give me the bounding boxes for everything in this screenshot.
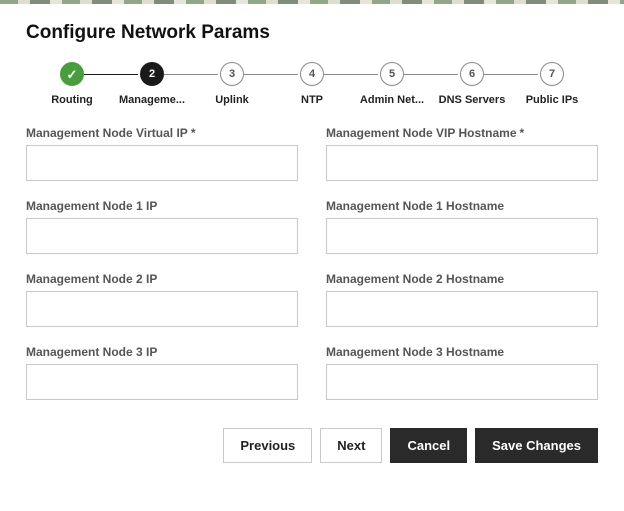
field-input-6[interactable] (26, 364, 298, 400)
step-connector (164, 74, 218, 75)
field-6: Management Node 3 IP (26, 345, 298, 400)
step-connector (484, 74, 538, 75)
footer-actions: Previous Next Cancel Save Changes (26, 428, 598, 463)
field-label: Management Node 2 Hostname (326, 272, 598, 286)
field-label: Management Node VIP Hostname* (326, 126, 598, 140)
step-number: 5 (380, 62, 404, 86)
step-label: Routing (51, 94, 93, 106)
step-number: 7 (540, 62, 564, 86)
step-connector (324, 74, 378, 75)
field-5: Management Node 2 Hostname (326, 272, 598, 327)
field-input-7[interactable] (326, 364, 598, 400)
step-connector (244, 74, 298, 75)
field-0: Management Node Virtual IP* (26, 126, 298, 181)
field-1: Management Node VIP Hostname* (326, 126, 598, 181)
step-label: Uplink (215, 94, 249, 106)
step-connector (84, 74, 138, 75)
step-label: Public IPs (526, 94, 579, 106)
page-title: Configure Network Params (26, 22, 598, 44)
cancel-button[interactable]: Cancel (390, 428, 467, 463)
wizard-stepper: ✓ Routing 2 Manageme... 3 Uplink 4 NTP 5 Admin Ne… (26, 62, 598, 106)
main-container: Configure Network Params ✓ Routing 2 Manage… (0, 4, 624, 463)
step-label: NTP (301, 94, 323, 106)
required-asterisk: * (191, 126, 196, 140)
next-button[interactable]: Next (320, 428, 382, 463)
decorative-top-strip (0, 0, 624, 4)
field-input-1[interactable] (326, 145, 598, 181)
step-1[interactable]: ✓ Routing (34, 62, 110, 106)
step-4[interactable]: 4 NTP (274, 62, 350, 106)
step-number: 2 (140, 62, 164, 86)
field-label: Management Node Virtual IP* (26, 126, 298, 140)
field-input-3[interactable] (326, 218, 598, 254)
step-label: Manageme... (119, 94, 185, 106)
field-label: Management Node 1 IP (26, 199, 298, 213)
save-changes-button[interactable]: Save Changes (475, 428, 598, 463)
field-label: Management Node 3 IP (26, 345, 298, 359)
step-3[interactable]: 3 Uplink (194, 62, 270, 106)
step-label: Admin Net... (360, 94, 424, 106)
step-check-icon: ✓ (60, 62, 84, 86)
form-grid: Management Node Virtual IP* Management No… (26, 126, 598, 400)
step-number: 6 (460, 62, 484, 86)
step-label: DNS Servers (439, 94, 506, 106)
step-connector (404, 74, 458, 75)
step-7[interactable]: 7 Public IPs (514, 62, 590, 106)
field-input-2[interactable] (26, 218, 298, 254)
previous-button[interactable]: Previous (223, 428, 312, 463)
required-asterisk: * (520, 126, 525, 140)
field-label: Management Node 1 Hostname (326, 199, 598, 213)
step-2[interactable]: 2 Manageme... (114, 62, 190, 106)
field-label: Management Node 2 IP (26, 272, 298, 286)
field-label: Management Node 3 Hostname (326, 345, 598, 359)
step-6[interactable]: 6 DNS Servers (434, 62, 510, 106)
step-5[interactable]: 5 Admin Net... (354, 62, 430, 106)
field-input-5[interactable] (326, 291, 598, 327)
field-7: Management Node 3 Hostname (326, 345, 598, 400)
step-number: 3 (220, 62, 244, 86)
field-4: Management Node 2 IP (26, 272, 298, 327)
field-3: Management Node 1 Hostname (326, 199, 598, 254)
step-number: 4 (300, 62, 324, 86)
field-2: Management Node 1 IP (26, 199, 298, 254)
field-input-0[interactable] (26, 145, 298, 181)
field-input-4[interactable] (26, 291, 298, 327)
